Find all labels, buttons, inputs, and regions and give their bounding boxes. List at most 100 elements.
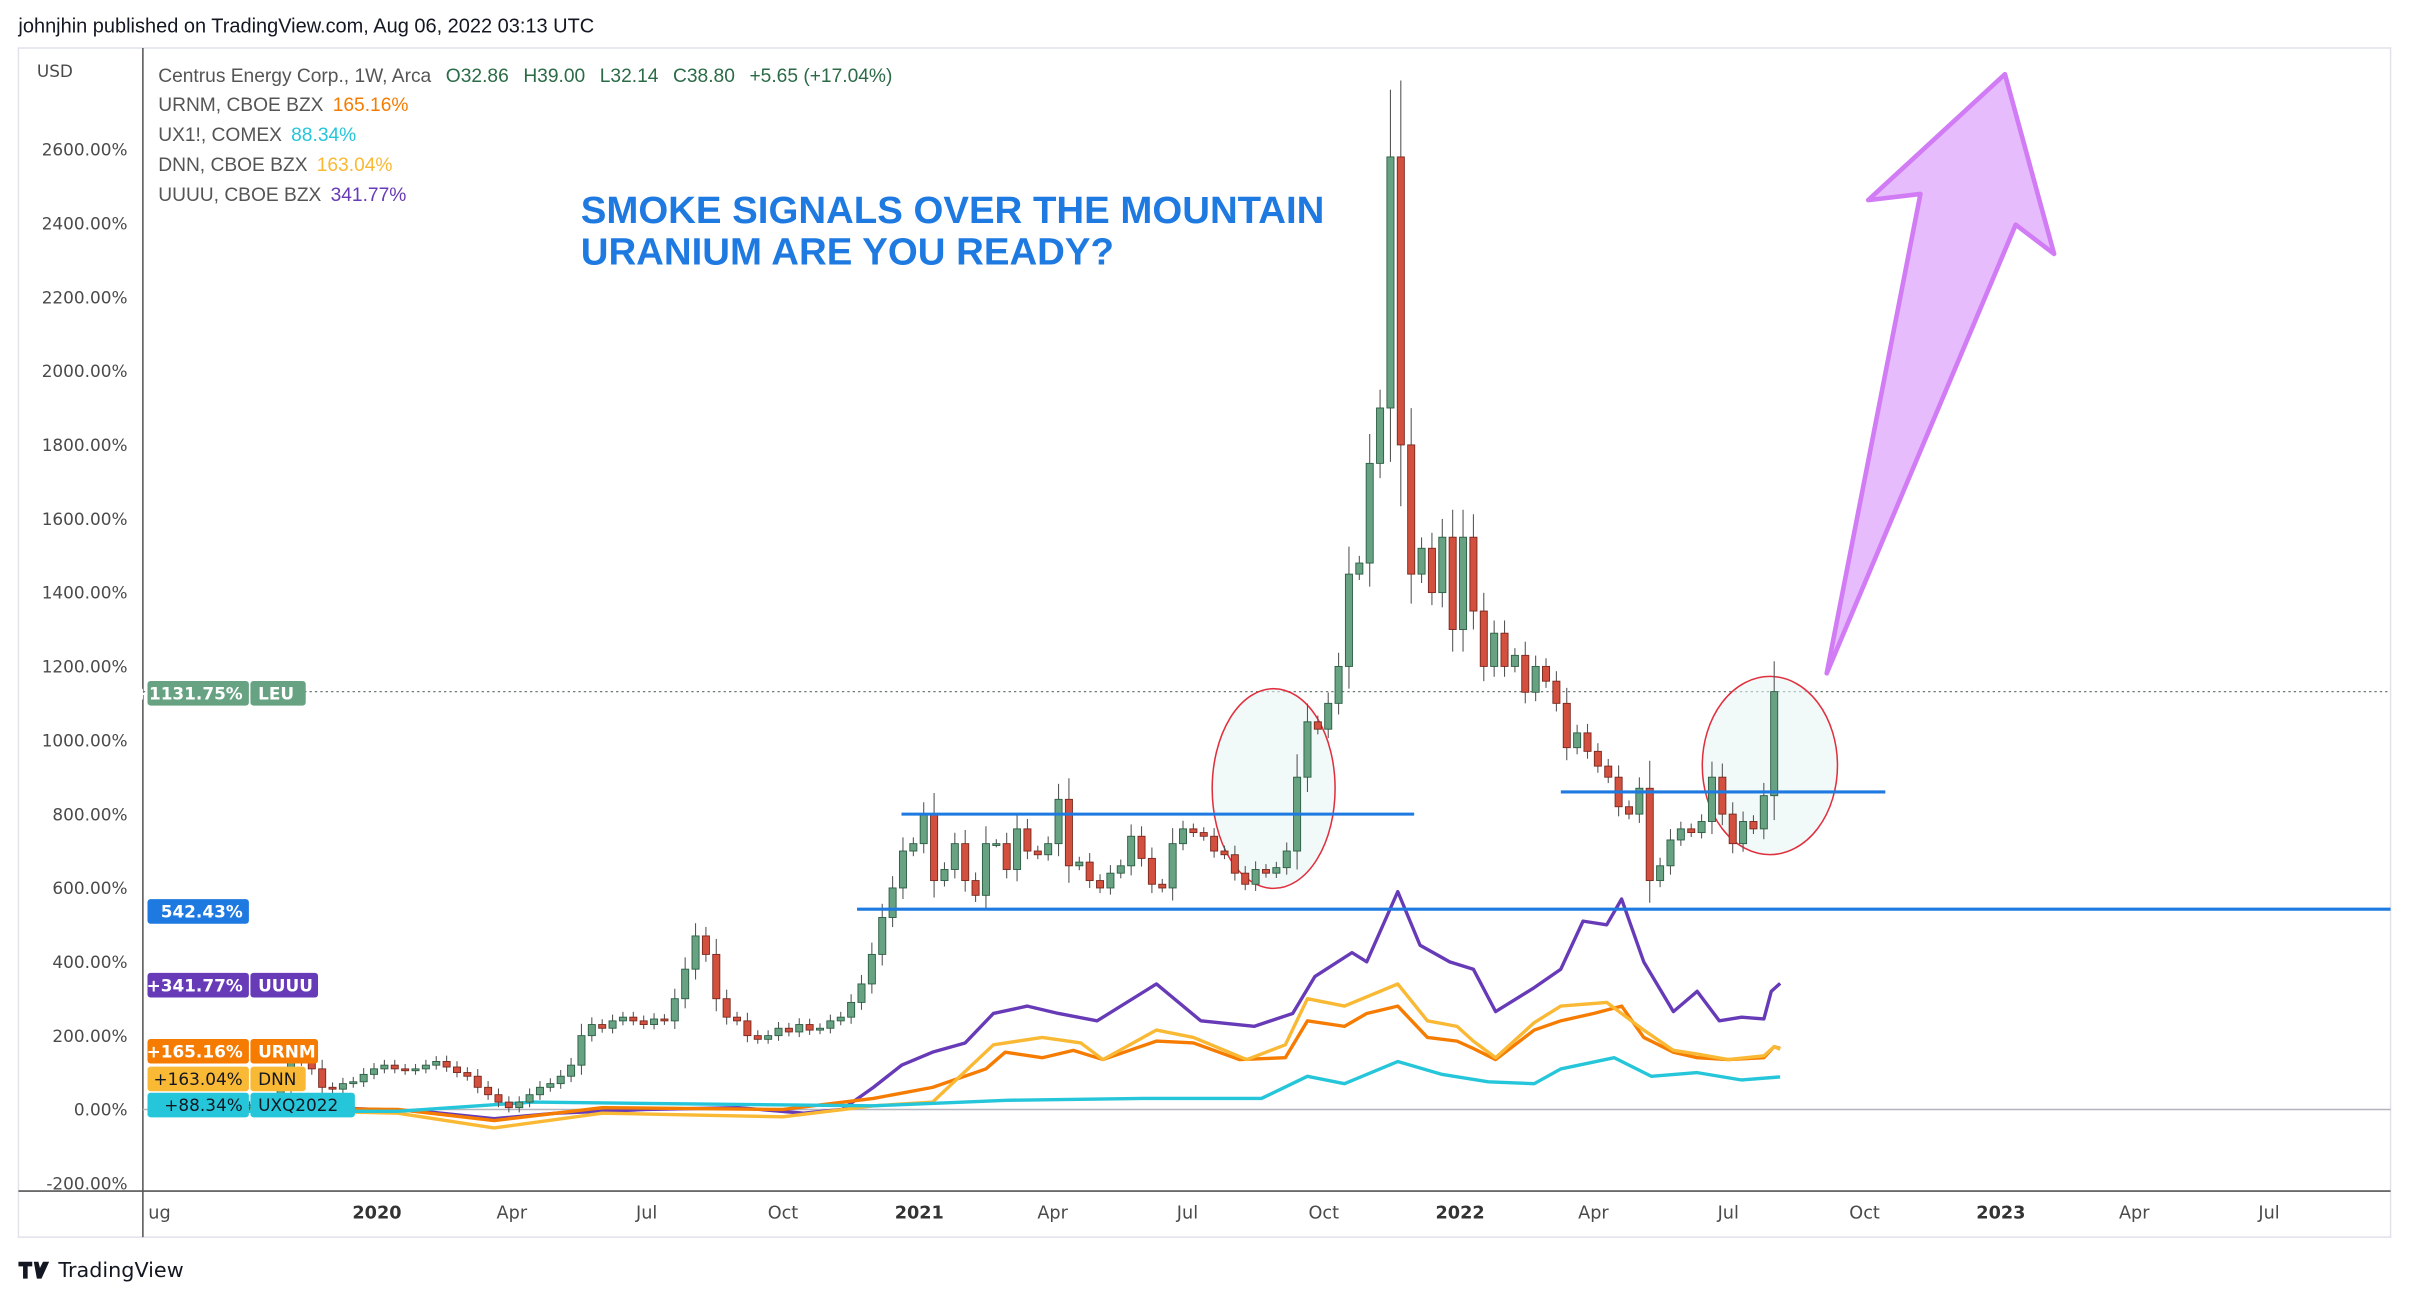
candle	[432, 1056, 441, 1070]
candle	[380, 1059, 389, 1074]
candle	[1147, 847, 1156, 894]
price-tick-label: 200.00%	[52, 1026, 127, 1046]
candle	[411, 1063, 420, 1075]
candle	[587, 1017, 596, 1042]
candle	[1365, 434, 1374, 587]
candle	[1521, 641, 1530, 704]
price-badge-line[interactable]: 542.43%	[147, 899, 249, 924]
trend-lines	[857, 790, 2391, 911]
candle	[1718, 763, 1727, 826]
ellipse-breakout-2022[interactable]	[1701, 675, 1839, 856]
price-badge-uuuu[interactable]: +341.77% UUUU	[147, 972, 319, 998]
candle	[473, 1069, 482, 1094]
candle	[1282, 842, 1291, 875]
legend-compare-item[interactable]: DNN, CBOE BZX 163.04%	[158, 155, 392, 176]
tradingview-logo[interactable]: TradingView	[18, 1258, 184, 1282]
candle	[1635, 777, 1644, 823]
legend-main[interactable]: Centrus Energy Corp., 1W, Arca O32.86 H3…	[158, 66, 892, 87]
candle-body-up	[1459, 536, 1468, 630]
series-line-uuuu	[240, 889, 1782, 1121]
candle	[1158, 878, 1167, 893]
candle	[1116, 859, 1125, 879]
candle	[660, 1014, 669, 1025]
up-arrow-drawing[interactable]	[1824, 71, 2057, 676]
candle-body-up	[1759, 795, 1768, 830]
annotation-line-1[interactable]: SMOKE SIGNALS OVER THE MOUNTAIN	[581, 189, 1325, 232]
candle-body-down	[328, 1086, 337, 1090]
candle	[618, 1011, 627, 1026]
candle	[1261, 864, 1270, 878]
candle-body-up	[670, 998, 679, 1022]
legend-low: L32.14	[600, 66, 659, 87]
candle-body-down	[1583, 732, 1592, 752]
candle	[681, 957, 690, 1009]
compare-series	[240, 889, 1782, 1130]
candle	[1438, 518, 1447, 608]
candle-body-up	[950, 843, 959, 870]
candle	[1728, 802, 1737, 854]
time-tick-label: Jul	[1717, 1204, 1739, 1224]
candle	[639, 1015, 648, 1029]
candle-body-down	[1189, 828, 1198, 834]
candle-body-down	[1427, 547, 1436, 594]
candle-body-down	[961, 843, 970, 882]
candle	[774, 1021, 783, 1041]
candle	[1075, 856, 1084, 871]
legend-compare-item[interactable]: UX1!, COMEX 88.34%	[158, 125, 356, 146]
candle-body-down	[1002, 843, 1011, 870]
badge-label: LEU	[258, 683, 294, 703]
legend-high: H39.00	[523, 66, 585, 87]
legend-compare-name: URNM, CBOE BZX	[158, 95, 323, 116]
candle-body-down	[639, 1020, 648, 1026]
candle	[577, 1023, 586, 1075]
price-badge-leu[interactable]: +1131.75% LEU	[135, 680, 306, 706]
candle-body-down	[473, 1075, 482, 1088]
candle-body-up	[836, 1016, 845, 1022]
candle-body-up	[1510, 654, 1519, 667]
candle-body-up	[1013, 828, 1022, 870]
legend-compare-item[interactable]: UUUU, CBOE BZX 341.77%	[158, 185, 406, 206]
candle-body-up	[1365, 462, 1374, 564]
legend-open: O32.86	[446, 66, 509, 87]
candle-body-down	[1542, 665, 1551, 682]
candle-body-up	[618, 1016, 627, 1022]
candle	[442, 1055, 451, 1072]
candle-body-down	[1479, 610, 1488, 667]
annotation-line-2[interactable]: URANIUM ARE YOU READY?	[581, 231, 1114, 274]
candle-body-up	[546, 1083, 555, 1088]
candle	[867, 942, 876, 994]
tradingview-brand: TradingView	[57, 1258, 183, 1282]
legend-compare-item[interactable]: URNM, CBOE BZX 165.16%	[158, 95, 408, 116]
candle-body-down	[753, 1035, 762, 1040]
badge-label: DNN	[258, 1069, 296, 1089]
legend-compare-value: 341.77%	[331, 185, 407, 206]
badge-label: UUUU	[258, 975, 313, 995]
candle-body-up	[981, 843, 990, 896]
candle-body-up	[1303, 721, 1312, 778]
candle-body-up	[535, 1086, 544, 1096]
time-tick-label: Apr	[497, 1204, 528, 1224]
candle-body-up	[1272, 867, 1281, 874]
time-axis[interactable]: ug 2020 Apr Jul Oct 2021 Apr Jul Oct 2022 Apr Jul Oc…	[148, 1204, 2279, 1224]
candle-body-up	[940, 869, 949, 882]
candle	[1656, 857, 1665, 888]
price-axis[interactable]: -200.00% 0.00% 200.00% 400.00% 600.00% 800.00…	[42, 140, 128, 1194]
candle	[650, 1013, 659, 1030]
candle	[1033, 845, 1042, 860]
candle-body-up	[1334, 665, 1343, 704]
candle-body-up	[919, 813, 928, 845]
price-badge-uxq2022[interactable]: +88.34% UXQ2022	[147, 1092, 355, 1118]
candle	[795, 1018, 804, 1038]
candle-body-up	[1417, 547, 1426, 575]
ellipse-breakout-2021[interactable]	[1211, 687, 1336, 890]
price-badge-dnn[interactable]: +163.04% DNN	[147, 1066, 306, 1092]
candle-body-up	[1324, 702, 1333, 730]
candle-body-up	[795, 1024, 804, 1033]
candle-body-down	[1023, 828, 1032, 852]
candle-body-down	[971, 880, 980, 896]
candle	[733, 1011, 742, 1026]
price-badge-urnm[interactable]: +165.16% URNM	[147, 1038, 319, 1064]
candle	[338, 1077, 347, 1094]
candle	[349, 1076, 358, 1088]
